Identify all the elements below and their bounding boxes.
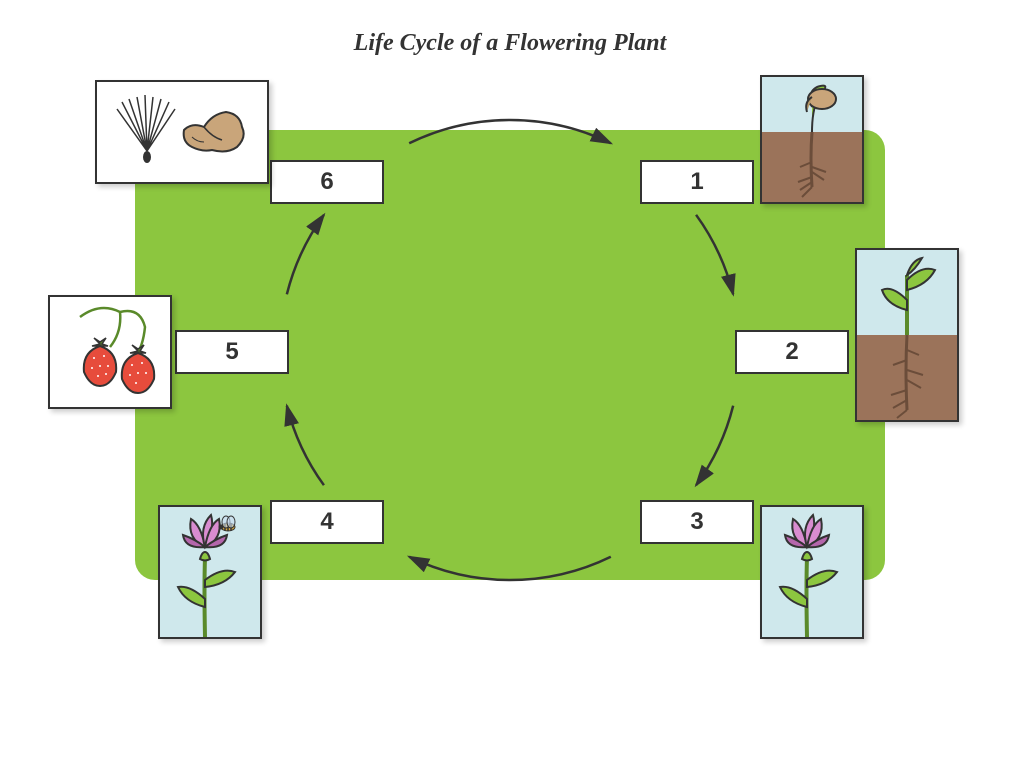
stage-4-pollination-icon [158, 505, 262, 639]
stage-6-label: 6 [270, 160, 384, 204]
stage-6-seed-icon [95, 80, 269, 184]
stage-5-fruit-icon [48, 295, 172, 409]
stage-2-label: 2 [735, 330, 849, 374]
stage-4-label: 4 [270, 500, 384, 544]
stage-5-label: 5 [175, 330, 289, 374]
stage-1-germination-icon [760, 75, 864, 204]
stage-3-label: 3 [640, 500, 754, 544]
stage-2-seedling-icon [855, 248, 959, 422]
stage-3-flower-icon [760, 505, 864, 639]
stage-1-label: 1 [640, 160, 754, 204]
diagram-title: Life Cycle of a Flowering Plant [0, 30, 1020, 57]
